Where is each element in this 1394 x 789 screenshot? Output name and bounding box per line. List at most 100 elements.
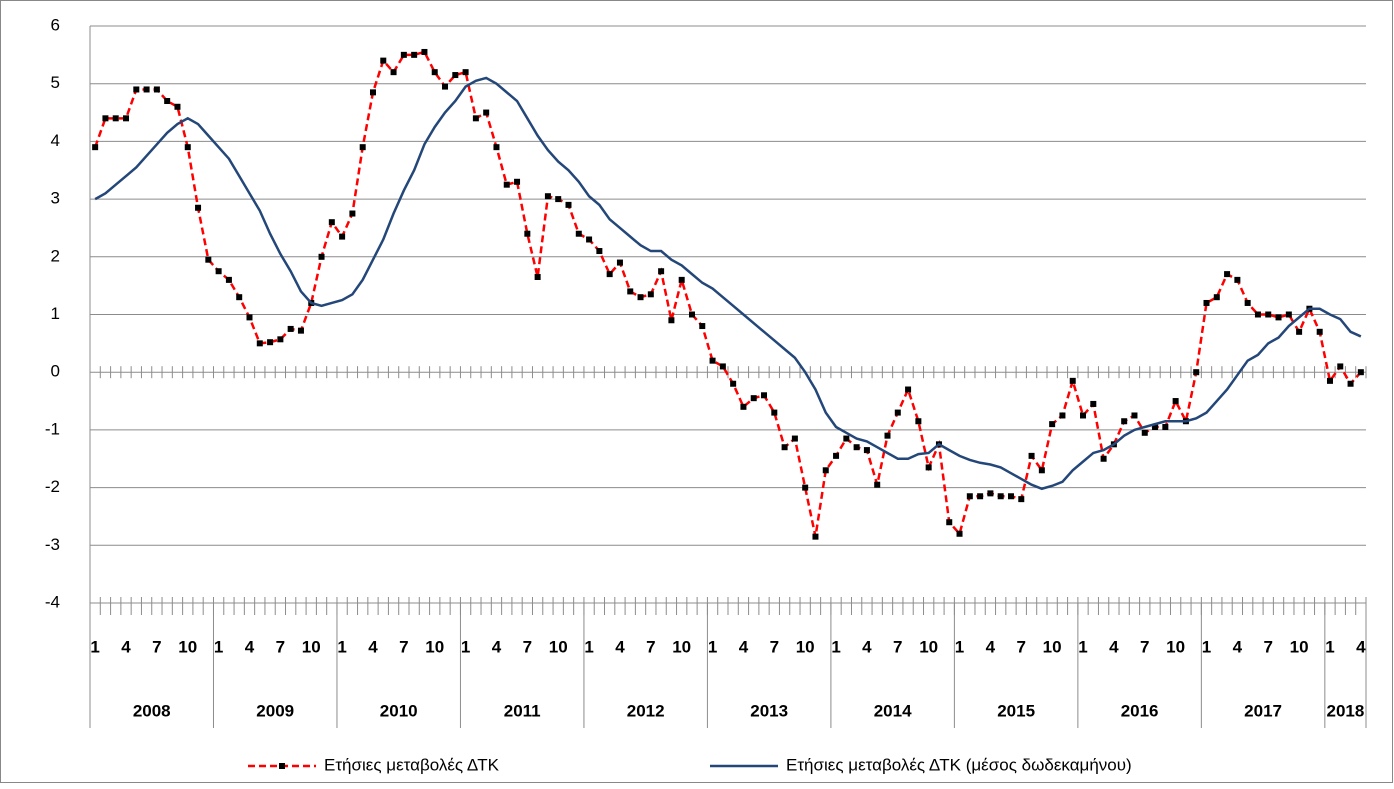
point-marker: [1275, 314, 1282, 321]
year-label: 2016: [1121, 701, 1159, 720]
point-marker: [1326, 377, 1333, 384]
point-marker: [524, 230, 531, 237]
year-label: 2013: [750, 701, 788, 720]
legend-label: Ετήσιες μεταβολές ΔΤΚ: [324, 755, 500, 774]
x-tick-label: 7: [1017, 637, 1026, 656]
point-marker: [287, 325, 294, 332]
point-marker: [1100, 455, 1107, 462]
x-tick-label: 4: [739, 637, 749, 656]
x-tick-label: 4: [492, 637, 502, 656]
point-marker: [431, 69, 438, 76]
y-tick-label: 4: [51, 131, 60, 150]
series-line: [94, 76, 1362, 491]
x-tick-label: 4: [1109, 637, 1119, 656]
point-marker: [894, 409, 901, 416]
point-marker: [246, 314, 253, 321]
point-marker: [184, 144, 191, 151]
point-marker: [771, 409, 778, 416]
point-marker: [1049, 421, 1056, 428]
point-marker: [586, 236, 593, 243]
y-tick-label: -3: [45, 535, 60, 554]
point-marker: [1213, 294, 1220, 301]
point-marker: [143, 86, 150, 93]
point-marker: [349, 210, 356, 217]
x-tick-label: 7: [893, 637, 902, 656]
point-marker: [153, 86, 160, 93]
point-marker: [1296, 328, 1303, 335]
year-label: 2015: [997, 701, 1035, 720]
point-marker: [647, 291, 654, 298]
x-tick-label: 10: [425, 637, 444, 656]
x-tick-label: 1: [337, 637, 346, 656]
point-marker: [1172, 398, 1179, 405]
point-marker: [750, 395, 757, 402]
x-tick-label: 4: [986, 637, 996, 656]
point-marker: [802, 484, 809, 491]
point-marker: [616, 259, 623, 266]
point-marker: [1265, 311, 1272, 318]
point-marker: [555, 196, 562, 203]
point-marker: [730, 380, 737, 387]
y-tick-label: 3: [51, 189, 60, 208]
x-tick-label: 10: [178, 637, 197, 656]
x-tick-label: 1: [955, 637, 964, 656]
point-marker: [699, 323, 706, 330]
point-marker: [606, 271, 613, 278]
point-marker: [102, 115, 109, 122]
x-tick-label: 1: [584, 637, 593, 656]
point-marker: [874, 481, 881, 488]
x-tick-label: 1: [831, 637, 840, 656]
point-marker: [164, 98, 171, 105]
point-marker: [1337, 363, 1344, 370]
x-tick-label: 10: [919, 637, 938, 656]
year-label: 2014: [874, 701, 912, 720]
point-marker: [472, 115, 479, 122]
point-marker: [92, 144, 99, 151]
point-marker: [997, 493, 1004, 500]
x-tick-label: 7: [1264, 637, 1273, 656]
point-marker: [822, 467, 829, 474]
y-tick-label: 6: [51, 15, 60, 34]
x-tick-label: 4: [615, 637, 625, 656]
point-marker: [781, 444, 788, 451]
point-marker: [658, 268, 665, 275]
point-marker: [627, 288, 634, 295]
point-marker: [1152, 424, 1159, 431]
point-marker: [318, 253, 325, 260]
x-tick-label: 10: [1043, 637, 1062, 656]
point-marker: [514, 178, 521, 185]
point-marker: [946, 519, 953, 526]
point-marker: [884, 432, 891, 439]
point-marker: [688, 311, 695, 318]
point-marker: [442, 83, 449, 90]
point-marker: [1316, 328, 1323, 335]
point-marker: [1038, 467, 1045, 474]
point-marker: [637, 294, 644, 301]
point-marker: [1347, 380, 1354, 387]
x-tick-label: 4: [121, 637, 131, 656]
x-tick-label: 10: [796, 637, 815, 656]
point-marker: [1141, 429, 1148, 436]
point-marker: [1285, 311, 1292, 318]
point-marker: [596, 248, 603, 255]
point-marker: [256, 340, 263, 347]
point-marker: [1121, 418, 1128, 425]
point-marker: [1234, 276, 1241, 283]
year-label: 2009: [256, 701, 294, 720]
x-tick-label: 4: [245, 637, 255, 656]
point-marker: [112, 115, 119, 122]
point-marker: [205, 256, 212, 263]
x-tick-label: 10: [302, 637, 321, 656]
point-marker: [863, 447, 870, 454]
point-marker: [575, 230, 582, 237]
x-tick-label: 10: [549, 637, 568, 656]
point-marker: [195, 204, 202, 211]
point-marker: [668, 317, 675, 324]
x-tick-label: 7: [770, 637, 779, 656]
point-marker: [740, 403, 747, 410]
y-tick-label: 1: [51, 304, 60, 323]
point-marker: [1090, 400, 1097, 407]
point-marker: [1028, 452, 1035, 459]
point-marker: [215, 268, 222, 275]
